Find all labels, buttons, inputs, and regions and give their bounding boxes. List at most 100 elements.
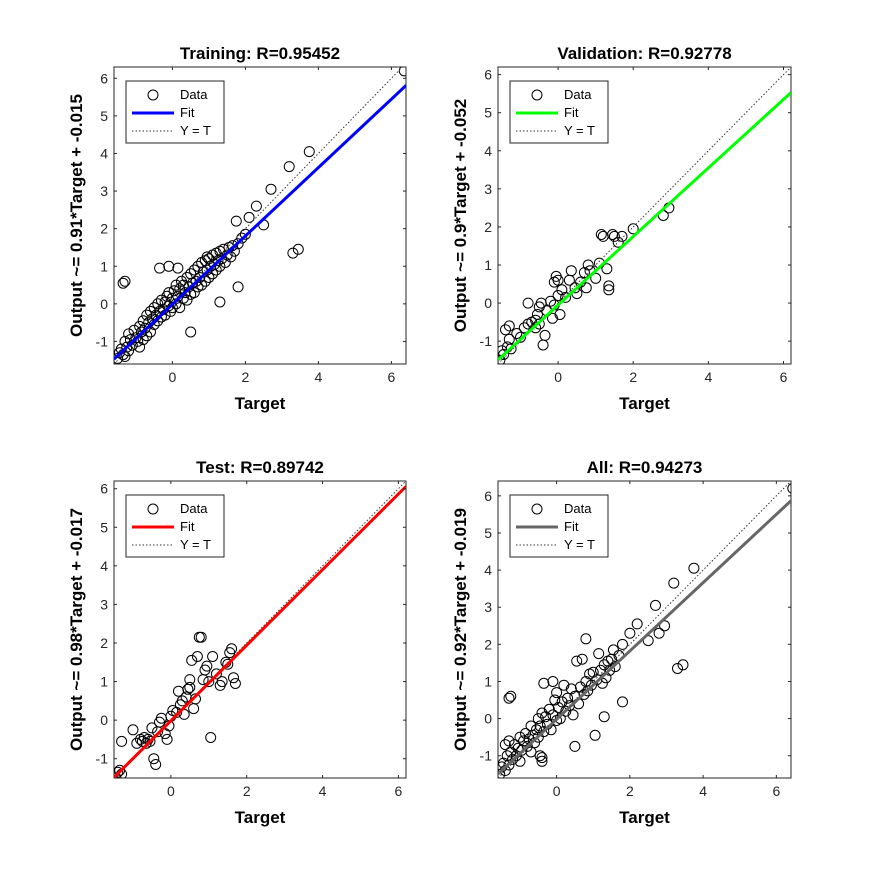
data-point (146, 722, 158, 734)
data-point (558, 679, 570, 691)
y-axis-label: Output ~= 0.92*Target + -0.019 (451, 508, 470, 751)
data-point (181, 294, 193, 306)
data-point (179, 287, 191, 299)
data-point (201, 264, 213, 276)
y-tick-label: 6 (100, 70, 108, 86)
data-point (145, 326, 156, 338)
data-point (292, 243, 304, 255)
fit-line (114, 485, 406, 778)
data-point (552, 290, 564, 301)
data-point (119, 335, 131, 347)
data-point (532, 713, 544, 725)
data-point (525, 746, 537, 758)
data-point (545, 295, 557, 307)
data-point (549, 694, 561, 706)
data-point (230, 215, 242, 227)
legend-entry: Data (564, 501, 592, 516)
y-tick-label: 5 (100, 519, 108, 535)
data-point (574, 681, 586, 693)
data-point (194, 272, 206, 283)
data-point (227, 240, 239, 252)
x-tick-label: 0 (553, 783, 561, 799)
chart-title: All: R=0.94273 (587, 458, 703, 477)
data-point (131, 737, 143, 749)
panel-training: 0 2 4 6 -1 0 1 2 3 4 5 6 Training: R=0.95452 Target Ou… (67, 44, 407, 413)
data-point (144, 735, 156, 747)
data-point (575, 276, 587, 288)
y-tick-label: 4 (100, 558, 108, 574)
legend-entry: Y = T (180, 123, 211, 138)
y-axis-label: Output ~= 0.9*Target + -0.052 (451, 99, 470, 333)
data-point (114, 352, 124, 364)
x-axis-label: Target (235, 394, 286, 413)
data-point (562, 692, 574, 704)
data-point (552, 702, 564, 713)
data-point (571, 655, 583, 667)
data-point (188, 287, 200, 299)
panel-validation: 0 2 4 6 -1 0 1 2 3 4 5 6 Validation: R=0.92778 Target… (451, 44, 792, 413)
data-point (601, 263, 613, 275)
data-point (787, 483, 791, 494)
legend-entry: Y = T (180, 537, 211, 552)
data-point (589, 729, 601, 741)
data-point (518, 322, 530, 334)
data-point (163, 260, 175, 272)
y-tick-label: 6 (484, 67, 492, 83)
data-point (123, 328, 135, 340)
identity-line (498, 67, 791, 364)
y-tick-label: 0 (484, 295, 492, 311)
data-point (567, 709, 579, 721)
y-axis-label: Output ~= 0.91*Target + -0.015 (67, 94, 86, 337)
data-point (184, 681, 196, 693)
data-point (593, 648, 605, 660)
data-point (547, 676, 559, 687)
data-point (608, 230, 620, 242)
data-point (547, 709, 559, 721)
data-point (603, 280, 615, 292)
data-point (250, 200, 262, 212)
data-point (624, 627, 636, 639)
data-point (190, 693, 201, 705)
data-point (503, 759, 515, 771)
data-point (595, 229, 607, 240)
data-point (287, 247, 299, 259)
legend-entry: Fit (180, 519, 195, 534)
identity-line (498, 481, 791, 778)
data-point (205, 732, 217, 743)
y-tick-label: -1 (480, 748, 493, 764)
data-point (201, 251, 213, 263)
y-tick-label: 3 (484, 181, 492, 197)
data-point (569, 282, 581, 294)
x-tick-label: 4 (699, 783, 707, 799)
data-point (152, 298, 164, 310)
y-tick-label: 0 (484, 711, 492, 727)
data-point (533, 318, 545, 330)
data-point (283, 161, 295, 173)
data-point (196, 279, 208, 291)
data-point (672, 663, 683, 674)
data-point (173, 685, 184, 697)
data-point (612, 236, 624, 248)
y-tick-label: 5 (484, 105, 492, 121)
data-point (190, 275, 202, 287)
data-point (243, 211, 255, 223)
data-point (627, 223, 639, 235)
data-point (539, 329, 551, 341)
data-point (515, 331, 526, 343)
data-point (184, 674, 196, 686)
data-point (521, 740, 533, 752)
data-point (617, 638, 628, 650)
data-point (582, 685, 594, 697)
data-point (617, 696, 628, 708)
data-point (650, 599, 661, 611)
data-point (265, 183, 277, 195)
fit-line (498, 499, 791, 776)
data-point (174, 302, 186, 314)
data-point (653, 627, 665, 639)
data-point (560, 705, 572, 717)
data-point (150, 759, 162, 770)
x-tick-label: 6 (388, 369, 396, 385)
data-point (134, 320, 146, 332)
data-point (159, 296, 171, 308)
x-tick-label: 2 (626, 783, 634, 799)
